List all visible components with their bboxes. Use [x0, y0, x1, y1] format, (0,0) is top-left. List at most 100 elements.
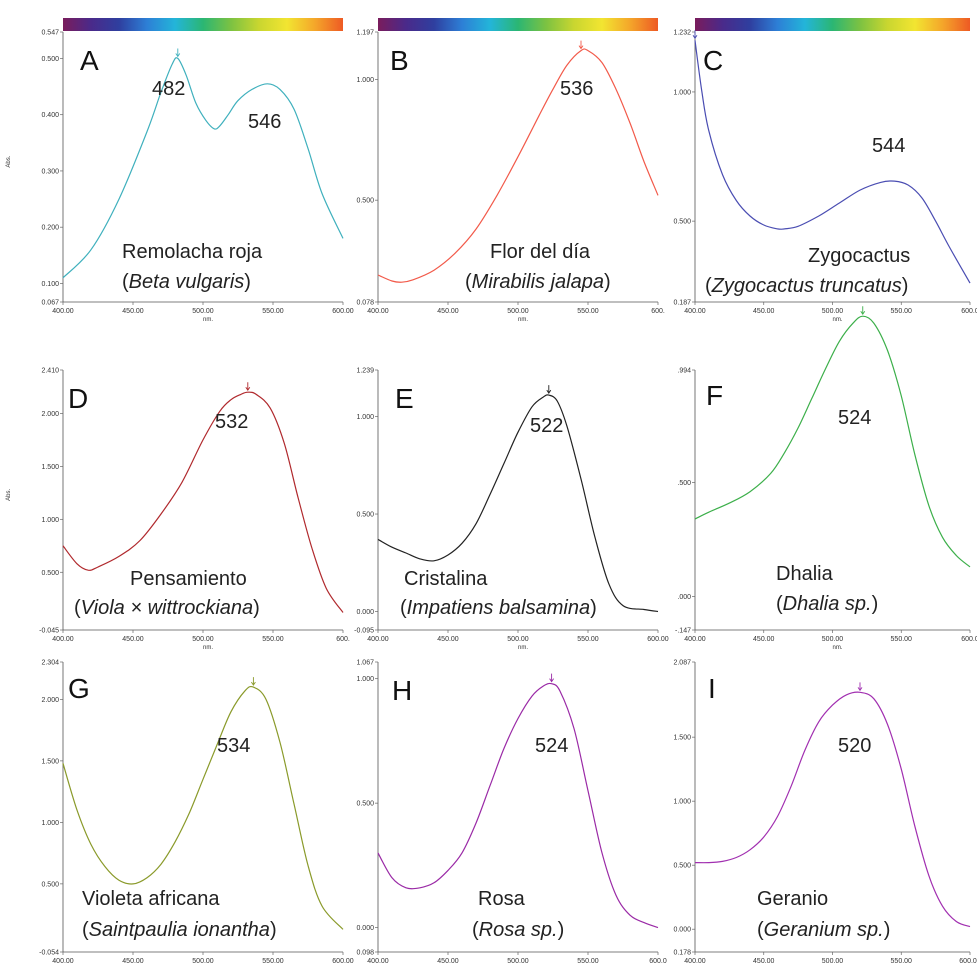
y-tick-label: -0.095 — [354, 628, 374, 635]
scientific-name: (Dhalia sp.) — [776, 593, 878, 615]
x-tick-label: 500.00 — [822, 308, 844, 315]
peak-marker — [251, 677, 256, 686]
x-axis-label: nm. — [203, 645, 213, 651]
y-tick-label: 1.000 — [356, 676, 374, 683]
y-tick-label: 0.500 — [356, 512, 374, 519]
y-tick-label: 0.000 — [673, 927, 691, 934]
x-tick-label: 600.0 — [961, 636, 977, 643]
panel-a: 0.067 0.100 0.200 0.300 0.400 0.500 0.547 400.0… — [6, 18, 354, 323]
common-name: Pensamiento — [130, 568, 247, 590]
x-tick-label: 450.00 — [753, 636, 775, 643]
panel-letter: I — [708, 673, 716, 704]
y-tick-label: 0.500 — [41, 570, 59, 577]
y-tick-label: 0.098 — [356, 950, 374, 957]
y-tick-label: 2.304 — [41, 660, 59, 667]
scientific-name: (Viola × wittrockiana) — [74, 597, 260, 619]
x-tick-label: 450.00 — [122, 958, 144, 965]
scientific-name: (Impatiens balsamina) — [400, 597, 597, 619]
y-tick-label: 1.239 — [356, 368, 374, 375]
y-tick-label: 1.000 — [41, 517, 59, 524]
x-axis-label: nm. — [203, 317, 213, 323]
spectrum-bar — [695, 18, 970, 31]
panel-letter: G — [68, 673, 90, 704]
spectrum-line — [694, 40, 971, 284]
x-tick-label: 500.00 — [507, 636, 529, 643]
x-tick-label: 500.00 — [192, 308, 214, 315]
panel-i: 0.178 0.000 0.500 1.000 1.500 2.087 400.00 450.… — [673, 660, 977, 966]
y-tick-label: 2.087 — [673, 660, 691, 667]
y-tick-label: 2.000 — [41, 697, 59, 704]
y-axis-label: Abs. — [6, 155, 12, 167]
y-tick-label: -0.045 — [39, 628, 59, 635]
peak-marker — [546, 385, 552, 394]
x-tick-label: 400.00 — [684, 958, 706, 965]
y-tick-label: 0.067 — [41, 300, 59, 307]
peak-label: 532 — [215, 411, 248, 433]
y-tick-label: 0.547 — [41, 30, 59, 37]
y-tick-label: 0.400 — [41, 112, 59, 119]
x-tick-label: 400.00 — [52, 958, 74, 965]
x-tick-label: 550.00 — [891, 308, 913, 315]
x-tick-label: 500.00 — [822, 958, 844, 965]
peak-label: 524 — [838, 407, 871, 429]
scientific-name: (Saintpaulia ionantha) — [82, 919, 277, 941]
peak-label: 522 — [530, 415, 563, 437]
y-tick-label: 0.000 — [356, 609, 374, 616]
peak-label: 482 — [152, 78, 185, 100]
peak-label: 524 — [535, 735, 568, 757]
x-tick-label: 400.00 — [367, 636, 389, 643]
panel-f: -.147 .000 .500 .994 400.00 450.00 500.00 550.0… — [675, 306, 977, 651]
x-tick-label: 450.00 — [753, 308, 775, 315]
panel-letter: F — [706, 380, 723, 411]
y-tick-label: 0.500 — [673, 219, 691, 226]
x-tick-label: 550.00 — [262, 636, 284, 643]
spectrum-line — [377, 394, 659, 613]
x-tick-label: 550.00 — [577, 636, 599, 643]
spectrum-line — [62, 391, 344, 613]
peak-marker — [692, 30, 698, 40]
scientific-name: (Rosa sp.) — [472, 919, 564, 941]
x-tick-label: 450.00 — [753, 958, 775, 965]
y-tick-label: 0.078 — [356, 300, 374, 307]
x-tick-label: 450.00 — [122, 636, 144, 643]
peak-marker — [860, 306, 866, 316]
x-tick-label: 500.00 — [507, 308, 529, 315]
y-tick-label: -0.054 — [39, 950, 59, 957]
y-tick-label: 1.000 — [356, 77, 374, 84]
panel-e: -0.095 0.000 0.500 1.000 1.239 400.00 450.00 50… — [354, 368, 669, 652]
y-tick-label: .994 — [677, 368, 691, 375]
x-tick-label: 500.00 — [192, 958, 214, 965]
y-tick-label: .000 — [677, 594, 691, 601]
y-tick-label: 1.000 — [41, 820, 59, 827]
peak-label: 536 — [560, 78, 593, 100]
x-tick-label: 400.00 — [52, 636, 74, 643]
y-tick-label: 1.197 — [356, 30, 374, 37]
peak-label: 520 — [838, 735, 871, 757]
spectrum-bar — [378, 18, 658, 31]
y-tick-label: 0.100 — [41, 281, 59, 288]
y-tick-label: .500 — [677, 480, 691, 487]
x-tick-label: 550.00 — [891, 636, 913, 643]
spectrum-line — [694, 315, 971, 568]
axis-frame — [377, 370, 658, 631]
common-name: Flor del día — [490, 241, 591, 263]
x-tick-label: 400.00 — [52, 308, 74, 315]
y-tick-label: 1.232 — [673, 30, 691, 37]
panel-letter: A — [80, 45, 99, 76]
x-tick-label: 600.00 — [959, 958, 977, 965]
y-axis-label: Abs. — [6, 488, 12, 500]
x-tick-label: 550.00 — [262, 958, 284, 965]
peak-label: 544 — [872, 135, 905, 157]
x-axis-label: nm. — [518, 645, 528, 651]
x-tick-label: 550.00 — [577, 958, 599, 965]
common-name: Remolacha roja — [122, 241, 263, 263]
peak-label: 534 — [217, 735, 250, 757]
x-tick-label: 550.00 — [891, 958, 913, 965]
spectrum-line — [62, 685, 344, 930]
panel-letter: D — [68, 383, 88, 414]
spectrum-line — [377, 682, 659, 929]
x-tick-label: 400.00 — [684, 308, 706, 315]
spectrum-line — [694, 691, 971, 928]
peak-marker — [578, 40, 584, 50]
